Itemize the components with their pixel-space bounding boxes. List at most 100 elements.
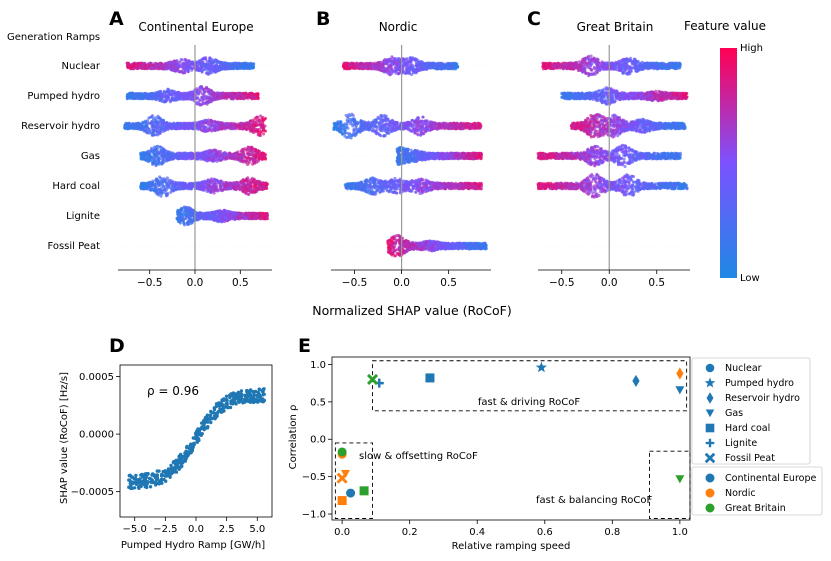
beeswarm-point xyxy=(216,188,219,191)
beeswarm-point xyxy=(253,95,256,98)
beeswarm-point xyxy=(146,185,149,188)
beeswarm-point xyxy=(217,155,220,158)
feature-label-pumped-hydro: Pumped hydro xyxy=(27,91,100,102)
beeswarm-point xyxy=(162,119,165,122)
beeswarm-point xyxy=(189,98,192,101)
beeswarm-row-lignite xyxy=(176,205,270,226)
beeswarm-point xyxy=(255,128,258,131)
beeswarm-point xyxy=(212,183,215,186)
beeswarm-point xyxy=(170,64,173,67)
beeswarm-point xyxy=(241,148,244,151)
beeswarm-point xyxy=(190,63,193,66)
beeswarm-point xyxy=(210,100,213,103)
beeswarm-point xyxy=(141,186,144,189)
beeswarm-point xyxy=(206,180,209,183)
beeswarm-point xyxy=(169,156,172,159)
beeswarm-point xyxy=(130,66,133,69)
beeswarm-point xyxy=(176,127,179,130)
beeswarm-point xyxy=(167,184,170,187)
beeswarm-point xyxy=(234,92,237,95)
beeswarm-point xyxy=(147,183,150,186)
beeswarm-point xyxy=(247,153,250,156)
beeswarm-point xyxy=(255,121,258,124)
beeswarm-point xyxy=(176,68,179,71)
beeswarm-point xyxy=(142,125,145,128)
beeswarm-point xyxy=(186,126,189,129)
beeswarm-point xyxy=(203,120,206,123)
beeswarm-point xyxy=(159,152,162,155)
beeswarm-point xyxy=(205,87,208,90)
beeswarm-point xyxy=(157,117,160,120)
beeswarm-point xyxy=(184,93,187,96)
beeswarm-point xyxy=(213,96,216,99)
beeswarm-point xyxy=(213,125,216,128)
beeswarm-point xyxy=(230,122,233,125)
title-nordic: Nordic xyxy=(379,20,418,34)
beeswarm-point xyxy=(154,126,157,129)
beeswarm-point xyxy=(172,97,175,100)
beeswarm-point xyxy=(213,187,216,190)
beeswarm-point xyxy=(155,186,158,189)
beeswarm-point xyxy=(249,191,252,194)
beeswarm-point xyxy=(162,156,165,159)
beeswarm-point xyxy=(133,63,136,66)
beeswarm-point xyxy=(247,67,250,70)
beeswarm-point xyxy=(248,162,251,165)
beeswarm-point xyxy=(150,67,153,70)
beeswarm-point xyxy=(162,160,165,163)
beeswarm-point xyxy=(233,181,236,184)
beeswarm-point xyxy=(205,65,208,68)
beeswarm-point xyxy=(225,63,228,66)
beeswarm-point xyxy=(210,155,213,158)
beeswarm-point xyxy=(185,96,188,99)
beeswarm-point xyxy=(217,128,220,131)
beeswarm-point xyxy=(255,92,258,95)
beeswarm-point xyxy=(233,156,236,159)
beeswarm-point xyxy=(163,91,166,94)
beeswarm-point xyxy=(224,153,227,156)
beeswarm-point xyxy=(160,163,163,166)
beeswarm-row-nuclear xyxy=(126,56,256,76)
beeswarm-point xyxy=(157,157,160,160)
beeswarm-point xyxy=(250,66,253,69)
beeswarm-point xyxy=(254,155,257,158)
beeswarm-point xyxy=(166,158,169,161)
beeswarm-point xyxy=(241,150,244,153)
beeswarm-point xyxy=(150,121,153,124)
beeswarm-point xyxy=(178,65,181,68)
beeswarm-point xyxy=(126,97,129,100)
beeswarm-point xyxy=(221,65,224,68)
beeswarm-point xyxy=(167,151,170,154)
beeswarm-point xyxy=(208,59,211,62)
beeswarm-point xyxy=(147,66,150,69)
beeswarm-point xyxy=(159,184,162,187)
beeswarm-point xyxy=(223,187,226,190)
beeswarm-point xyxy=(251,150,254,153)
beeswarm-point xyxy=(229,157,232,160)
beeswarm-point xyxy=(180,70,183,73)
beeswarm-point xyxy=(178,188,181,191)
beeswarm-point xyxy=(264,158,267,161)
beeswarm-point xyxy=(175,155,178,158)
beeswarm-point xyxy=(147,117,150,120)
beeswarm-point xyxy=(154,121,157,124)
beeswarm-point xyxy=(213,92,216,95)
beeswarm-point xyxy=(203,90,206,93)
beeswarm-point xyxy=(236,63,239,66)
beeswarm-point xyxy=(159,149,162,152)
beeswarm-point xyxy=(210,97,213,100)
beeswarm-point xyxy=(172,64,175,67)
beeswarm-point xyxy=(242,178,245,181)
beeswarm-point xyxy=(188,94,191,97)
beeswarm-point xyxy=(169,191,172,194)
beeswarm-point xyxy=(213,120,216,123)
beeswarm-point xyxy=(255,116,258,119)
beeswarm-point xyxy=(207,149,210,152)
beeswarm-point xyxy=(225,122,228,125)
beeswarm-point xyxy=(203,127,206,130)
beeswarm-point xyxy=(199,187,202,190)
beeswarm-point xyxy=(219,150,222,153)
beeswarm-point xyxy=(220,92,223,95)
beeswarm-point xyxy=(209,128,212,131)
